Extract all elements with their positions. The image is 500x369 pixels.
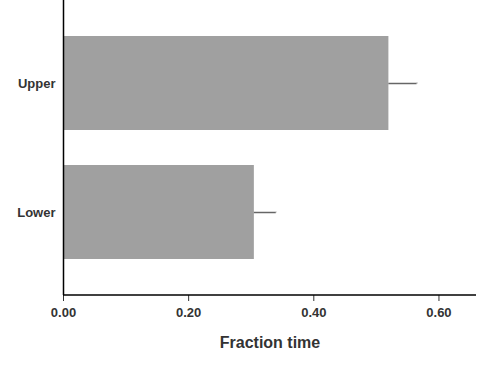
svg-text:0.60: 0.60 [426, 305, 451, 320]
svg-text:0.00: 0.00 [51, 305, 76, 320]
svg-text:0.40: 0.40 [301, 305, 326, 320]
svg-text:Upper: Upper [18, 76, 56, 91]
svg-text:0.20: 0.20 [176, 305, 201, 320]
svg-text:Lower: Lower [17, 205, 55, 220]
svg-text:Fraction time: Fraction time [220, 334, 321, 351]
